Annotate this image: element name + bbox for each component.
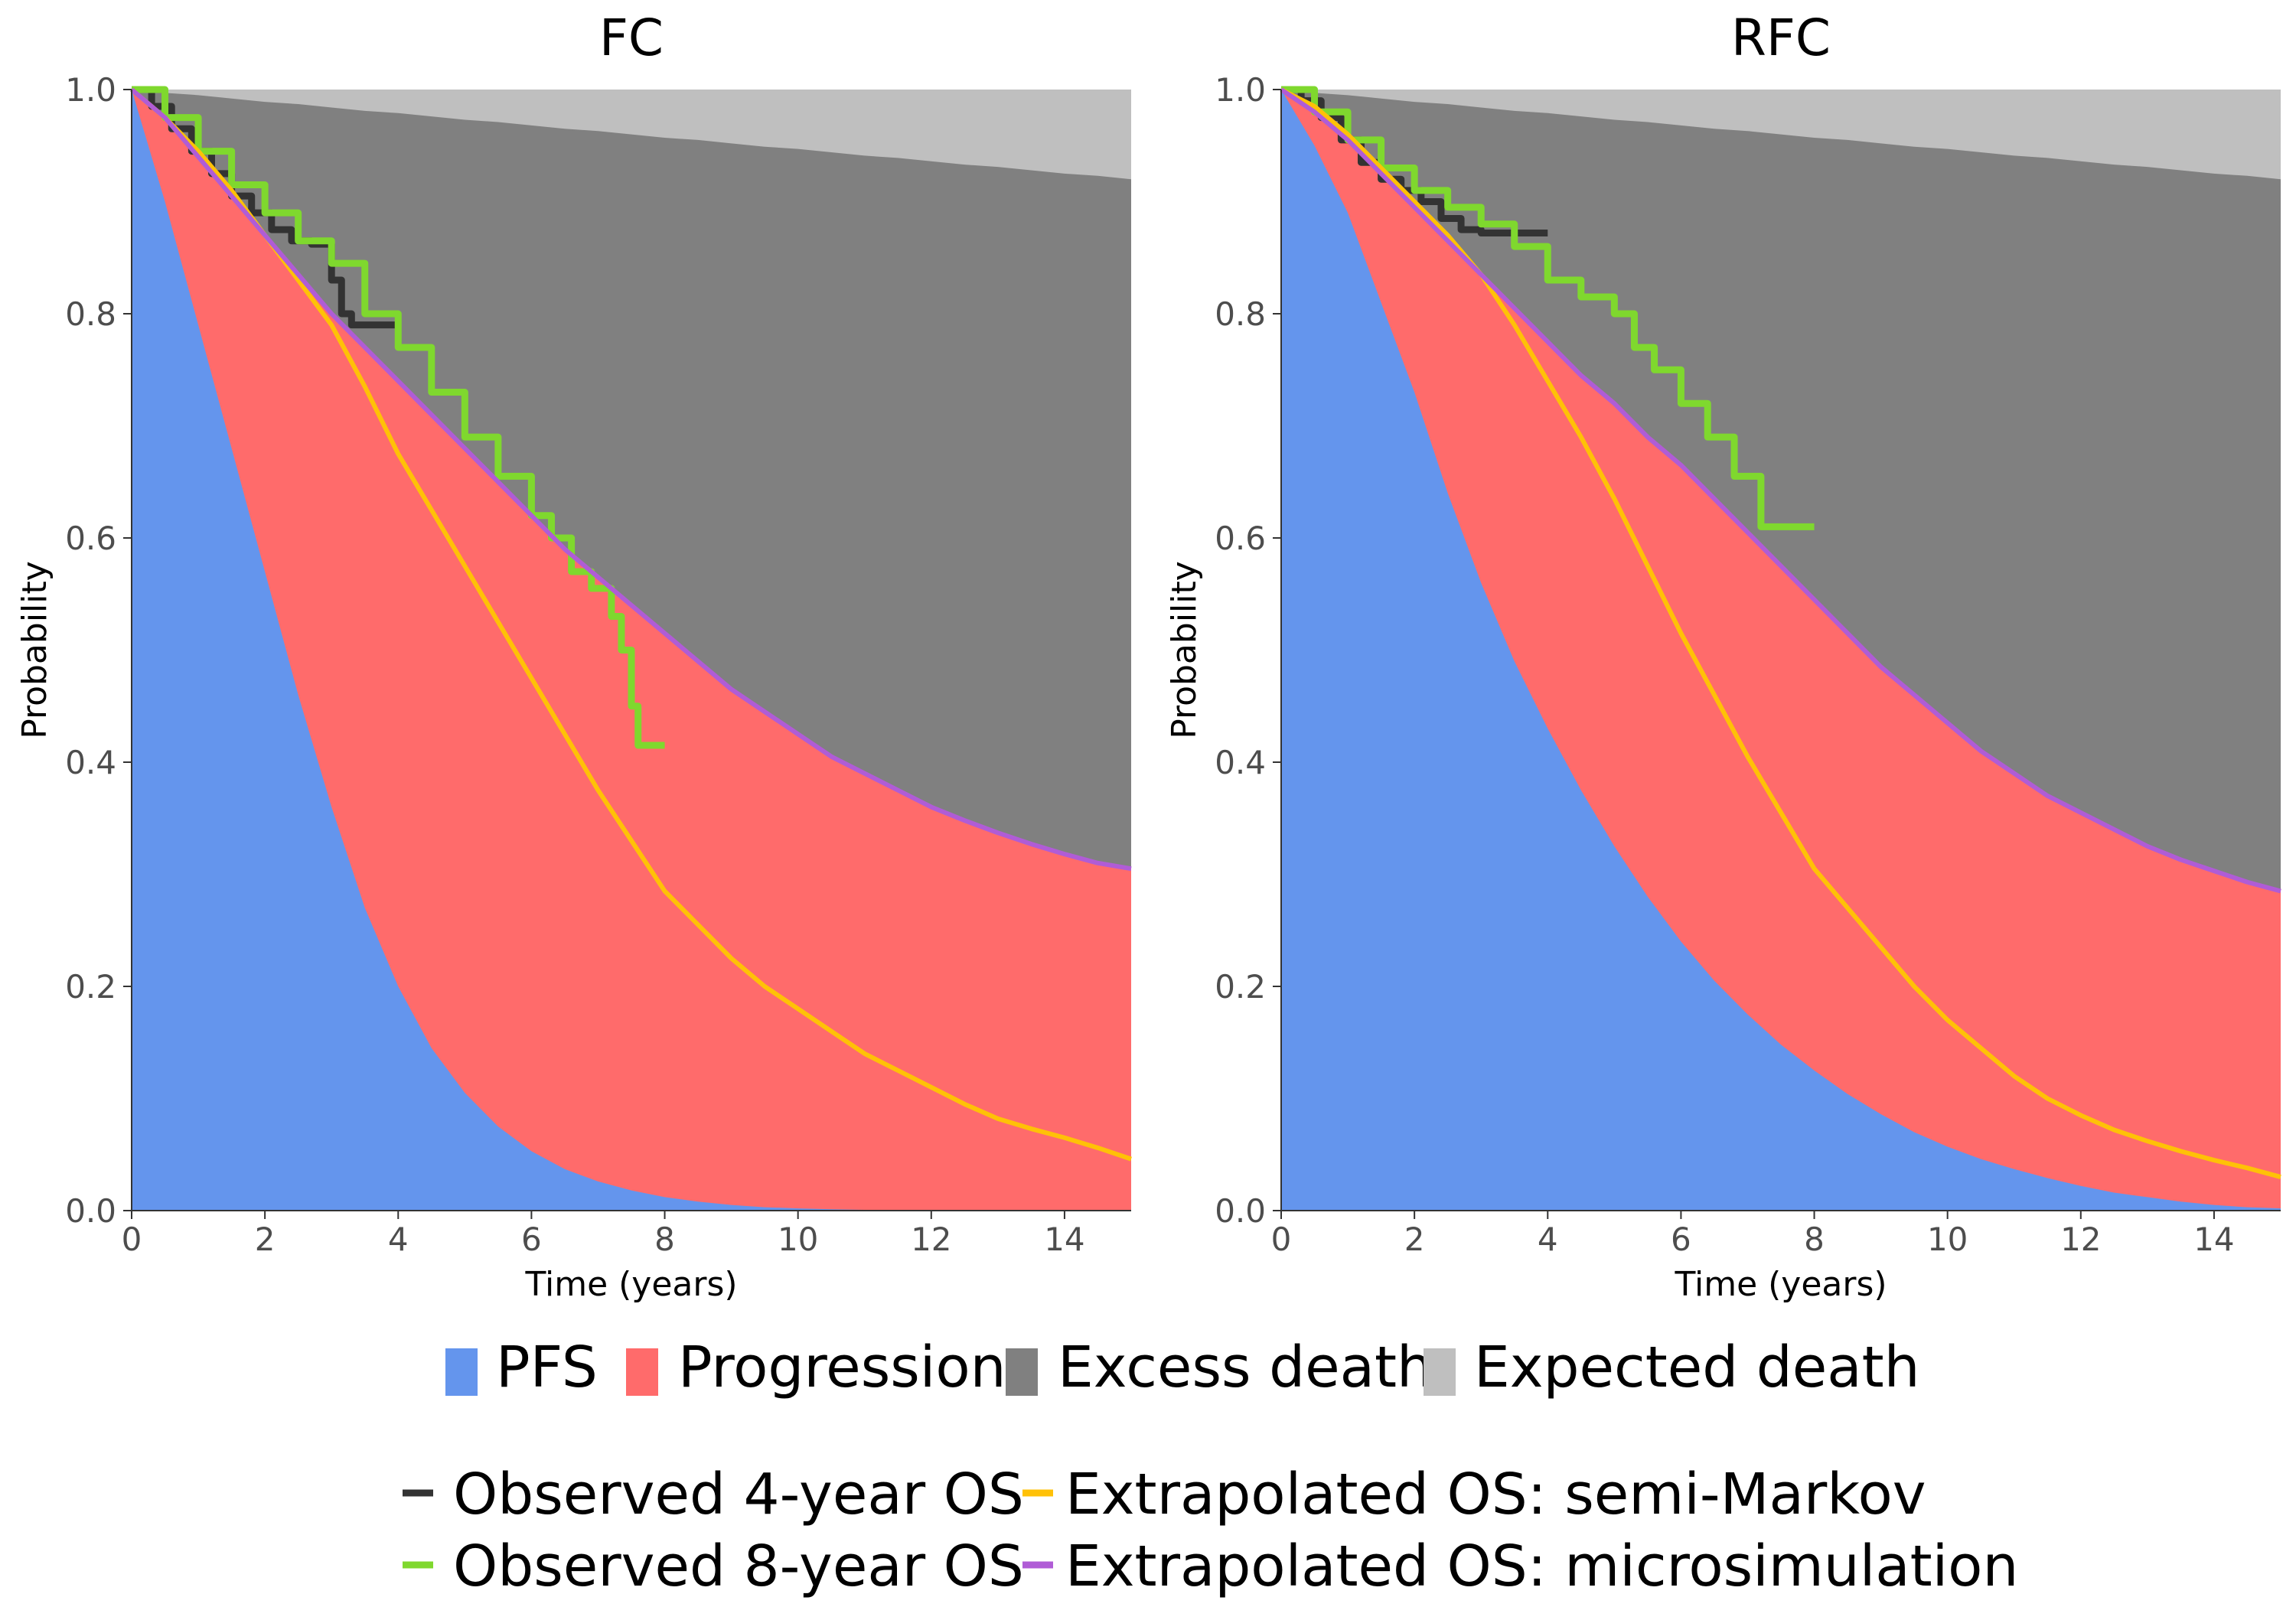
legend-item-extrapolated-os-microsimulation: Extrapolated OS: microsimulation: [1022, 1534, 2018, 1599]
x-tick-label: 0: [122, 1221, 142, 1258]
y-tick-label: 0.0: [1215, 1192, 1266, 1230]
x-tick-label: 6: [521, 1221, 542, 1258]
legend-label-progression: Progression: [678, 1335, 1006, 1400]
legend: PFS Progression Excess death Expected death…: [403, 1335, 2018, 1599]
legend-label-observed-8-year-os: Observed 8-year OS: [453, 1534, 1024, 1599]
y-tick-label: 0.6: [65, 520, 116, 557]
line-extrapolated-os-semi-markov: [1280, 87, 2281, 1179]
x-tick-label: 10: [778, 1221, 818, 1258]
line-extrapolated-os-microsimulation: [130, 87, 1132, 872]
y-tick-label: 1.0: [65, 71, 116, 109]
legend-label-excess-death: Excess death: [1058, 1335, 1433, 1400]
y-axis-label: Probability: [1165, 561, 1204, 739]
legend-label-observed-4-year-os: Observed 4-year OS: [453, 1462, 1024, 1527]
line-extrapolated-os-semi-markov: [130, 87, 1132, 1162]
legend-key-excess-death: [1006, 1348, 1038, 1396]
chart-panel-rfc: 0.0 0.2 0.4 0.6 0.8 1.0 0 2 4 6 8 10 12 14 RFC Time (ye…: [1165, 8, 2281, 1304]
legend-item-expected-death: Expected death: [1424, 1335, 1920, 1400]
y-tick-label: 0.4: [1215, 744, 1266, 781]
x-axis-label: Time (years): [524, 1265, 737, 1304]
legend-key-expected-death: [1424, 1348, 1456, 1396]
legend-label-extrapolated-os-microsimulation: Extrapolated OS: microsimulation: [1065, 1534, 2018, 1599]
chart-panel-fc: 0.0 0.2 0.4 0.6 0.8 1.0 0 2 4 6 8 10 12 14 FC Time (yea…: [15, 8, 1132, 1304]
legend-item-observed-8-year-os: Observed 8-year OS: [403, 1534, 1024, 1599]
legend-key-pfs: [445, 1348, 478, 1396]
line-extrapolated-os-microsimulation: [1280, 87, 2281, 894]
legend-label-extrapolated-os-semi-markov: Extrapolated OS: semi-Markov: [1065, 1462, 1926, 1527]
y-tick-label: 0.2: [1215, 968, 1266, 1006]
legend-label-pfs: PFS: [496, 1335, 598, 1400]
legend-item-excess-death: Excess death: [1006, 1335, 1433, 1400]
legend-label-expected-death: Expected death: [1474, 1335, 1920, 1400]
x-tick-label: 8: [1804, 1221, 1825, 1258]
legend-item-observed-4-year-os: Observed 4-year OS: [403, 1462, 1024, 1527]
x-tick-label: 4: [388, 1221, 409, 1258]
y-tick-label: 0.0: [65, 1192, 116, 1230]
panel-title: FC: [599, 8, 664, 67]
y-tick-label: 0.2: [65, 968, 116, 1006]
y-tick-label: 0.8: [65, 295, 116, 333]
x-tick-label: 2: [255, 1221, 276, 1258]
y-axis-label: Probability: [15, 561, 54, 739]
area-pfs: [1281, 90, 2281, 1211]
line-observed-8-year-os: [132, 86, 665, 749]
line-observed-8-year-os: [1281, 86, 1815, 530]
y-tick-label: 0.8: [1215, 295, 1266, 333]
legend-item-extrapolated-os-semi-markov: Extrapolated OS: semi-Markov: [1022, 1462, 1926, 1527]
x-axis-label: Time (years): [1674, 1265, 1887, 1304]
y-tick-label: 0.6: [1215, 520, 1266, 557]
panel-title: RFC: [1731, 8, 1831, 67]
x-tick-label: 0: [1271, 1221, 1292, 1258]
x-tick-label: 14: [2193, 1221, 2234, 1258]
x-tick-label: 14: [1044, 1221, 1084, 1258]
x-tick-label: 8: [654, 1221, 675, 1258]
y-tick-label: 0.4: [65, 744, 116, 781]
area-pfs: [132, 90, 1131, 1211]
x-tick-label: 12: [2060, 1221, 2101, 1258]
chart-panels: 0.0 0.2 0.4 0.6 0.8 1.0 0 2 4 6 8 10 12 14 FC Time (yea…: [15, 8, 2281, 1304]
legend-key-progression: [626, 1348, 658, 1396]
y-tick-label: 1.0: [1215, 71, 1266, 109]
legend-item-pfs: PFS: [445, 1335, 598, 1400]
x-tick-label: 12: [911, 1221, 951, 1258]
x-tick-label: 6: [1671, 1221, 1691, 1258]
x-tick-label: 2: [1404, 1221, 1425, 1258]
x-tick-label: 10: [1927, 1221, 1968, 1258]
x-tick-label: 4: [1538, 1221, 1558, 1258]
legend-item-progression: Progression: [626, 1335, 1006, 1400]
